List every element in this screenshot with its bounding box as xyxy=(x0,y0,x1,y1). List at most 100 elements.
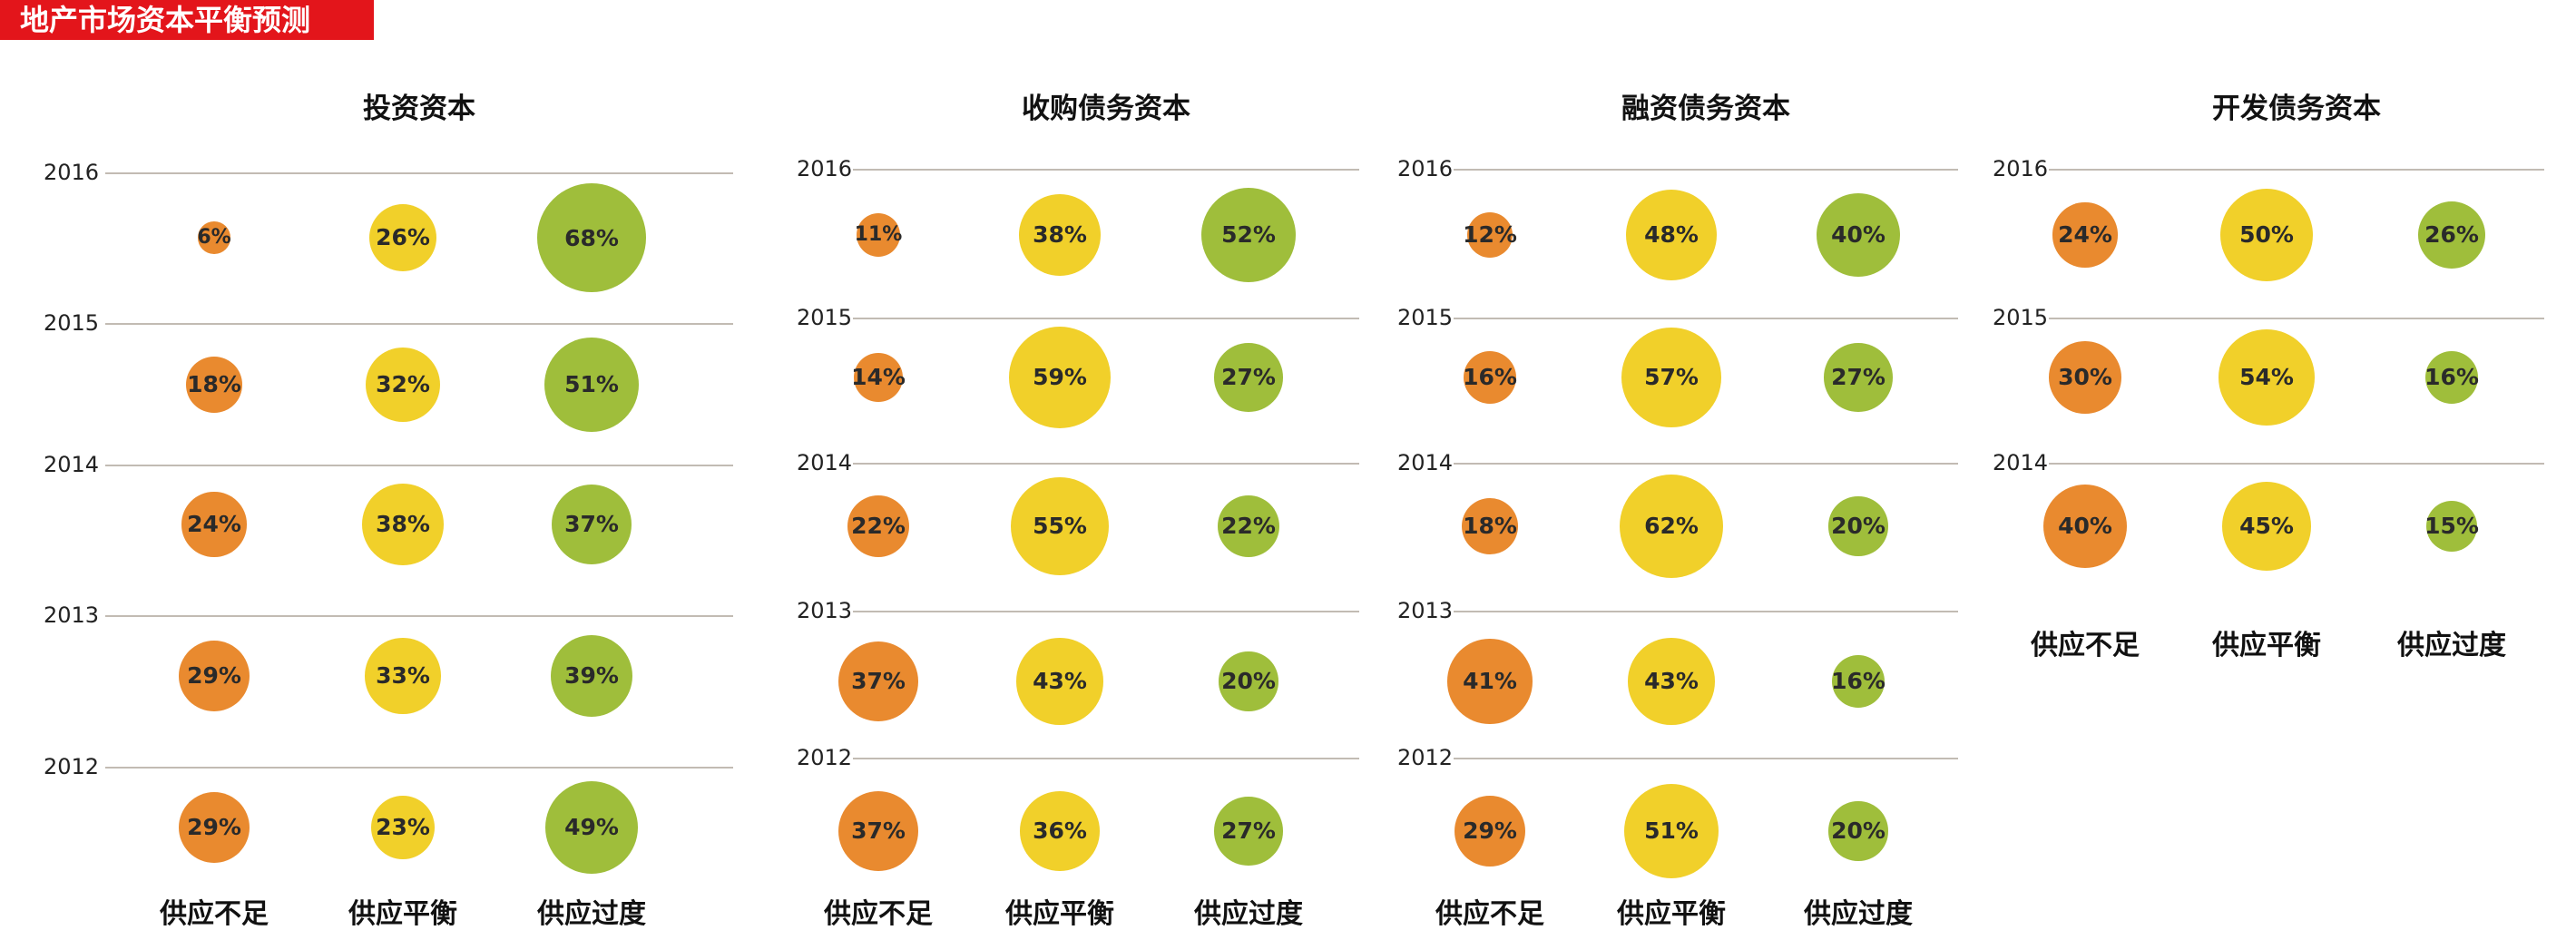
bubble-balanced: 26% xyxy=(368,203,437,272)
year-label: 2015 xyxy=(1397,305,1454,330)
bubble-balanced: 59% xyxy=(1009,327,1111,428)
year-label: 2012 xyxy=(797,745,853,770)
category-label: 供应不足 xyxy=(2031,630,2140,661)
bubble-oversupply: 39% xyxy=(550,634,633,718)
category-label: 供应过度 xyxy=(537,898,646,930)
bubble-oversupply: 52% xyxy=(1200,187,1297,283)
gridline xyxy=(105,465,733,466)
category-label: 供应不足 xyxy=(824,898,933,930)
gridline xyxy=(105,615,733,617)
bubble-balanced: 38% xyxy=(362,484,444,565)
category-label: 供应平衡 xyxy=(348,898,457,930)
bubble-undersupply: 22% xyxy=(847,494,910,558)
gridline xyxy=(2049,318,2544,319)
category-label: 供应过度 xyxy=(1194,898,1303,930)
bubble-oversupply: 22% xyxy=(1217,494,1280,558)
year-label: 2013 xyxy=(1397,598,1454,623)
gridline xyxy=(1454,463,1958,465)
gridline xyxy=(105,767,733,769)
bubble-balanced: 32% xyxy=(365,347,441,423)
year-label: 2014 xyxy=(1397,450,1454,475)
year-label: 2012 xyxy=(44,754,100,779)
gridline xyxy=(1454,758,1958,759)
bubble-oversupply: 27% xyxy=(1214,797,1283,866)
bubble-oversupply: 27% xyxy=(1824,343,1893,412)
bubble-balanced: 45% xyxy=(2222,482,2311,571)
year-label: 2015 xyxy=(44,310,100,336)
bubble-balanced: 36% xyxy=(1020,791,1100,871)
gridline xyxy=(853,611,1359,612)
gridline xyxy=(853,758,1359,759)
bubble-balanced: 43% xyxy=(1628,638,1715,725)
bubble-undersupply: 41% xyxy=(1447,639,1533,724)
bubble-undersupply: 30% xyxy=(2049,341,2121,414)
bubble-undersupply: 16% xyxy=(1463,350,1517,405)
bubble-undersupply: 24% xyxy=(2052,202,2118,268)
year-label: 2015 xyxy=(797,305,853,330)
category-label: 供应平衡 xyxy=(2212,630,2321,661)
gridline xyxy=(2049,463,2544,465)
gridline xyxy=(1454,169,1958,171)
bubble-balanced: 48% xyxy=(1625,189,1718,281)
bubble-undersupply: 11% xyxy=(855,212,902,258)
gridline xyxy=(853,318,1359,319)
bubble-oversupply: 27% xyxy=(1214,343,1283,412)
year-label: 2013 xyxy=(797,598,853,623)
bubble-undersupply: 29% xyxy=(178,791,250,864)
gridline xyxy=(1454,318,1958,319)
bubble-undersupply: 12% xyxy=(1463,211,1517,259)
bubble-oversupply: 51% xyxy=(544,338,639,432)
bubble-oversupply: 16% xyxy=(2424,350,2479,405)
category-label: 供应平衡 xyxy=(1005,898,1114,930)
chart-panel: 融资债务资本 2016 12% 48% 40% 2015 16% 57% 27% 2014 18% 6… xyxy=(1397,0,1958,940)
category-label: 供应过度 xyxy=(2397,630,2506,661)
category-label: 供应不足 xyxy=(1435,898,1544,930)
category-label: 供应平衡 xyxy=(1617,898,1726,930)
bubble-balanced: 55% xyxy=(1011,477,1109,575)
chart-title: 融资债务资本 xyxy=(1621,93,1790,125)
bubble-oversupply: 26% xyxy=(2417,201,2486,269)
bubble-oversupply: 16% xyxy=(1831,654,1885,709)
year-label: 2014 xyxy=(797,450,853,475)
gridline xyxy=(1454,611,1958,612)
bubble-balanced: 54% xyxy=(2218,328,2316,426)
bubble-oversupply: 20% xyxy=(1828,801,1888,861)
bubble-oversupply: 40% xyxy=(1816,192,1900,277)
gridline xyxy=(2049,169,2544,171)
bubble-oversupply: 37% xyxy=(551,484,632,565)
bubble-oversupply: 68% xyxy=(537,183,646,292)
bubble-balanced: 62% xyxy=(1619,474,1724,579)
chart-panel: 收购债务资本 2016 11% 38% 52% 2015 14% 59% 27% 2014 22% 5… xyxy=(797,0,1359,940)
bubble-undersupply: 18% xyxy=(1462,498,1518,554)
year-label: 2013 xyxy=(44,602,100,628)
year-label: 2012 xyxy=(1397,745,1454,770)
bubble-undersupply: 29% xyxy=(178,640,250,712)
bubble-undersupply: 18% xyxy=(186,357,242,413)
bubble-undersupply: 24% xyxy=(181,492,247,557)
bubble-undersupply: 37% xyxy=(837,790,919,872)
bubble-oversupply: 20% xyxy=(1219,651,1278,711)
page-title: 地产市场资本平衡预测 xyxy=(0,0,374,40)
chart-title: 收购债务资本 xyxy=(1022,93,1190,125)
bubble-balanced: 38% xyxy=(1019,194,1101,276)
bubble-undersupply: 6% xyxy=(197,221,231,254)
gridline xyxy=(105,172,733,174)
bubble-balanced: 43% xyxy=(1016,638,1103,725)
bubble-oversupply: 49% xyxy=(545,781,638,874)
chart-panel: 开发债务资本 2016 24% 50% 26% 2015 30% 54% 16% 2014 40% 4… xyxy=(1993,0,2544,940)
year-label: 2014 xyxy=(44,452,100,477)
bubble-balanced: 50% xyxy=(2219,188,2314,282)
bubble-balanced: 51% xyxy=(1624,784,1719,878)
bubble-undersupply: 29% xyxy=(1454,795,1526,867)
chart-title: 投资资本 xyxy=(363,93,475,125)
bubble-undersupply: 40% xyxy=(2042,484,2127,568)
year-label: 2015 xyxy=(1993,305,2049,330)
year-label: 2016 xyxy=(44,160,100,185)
year-label: 2014 xyxy=(1993,450,2049,475)
bubble-balanced: 23% xyxy=(371,796,435,859)
gridline xyxy=(853,169,1359,171)
bubble-balanced: 33% xyxy=(365,638,441,714)
year-label: 2016 xyxy=(797,156,853,181)
year-label: 2016 xyxy=(1397,156,1454,181)
chart-panel: 投资资本 2016 6% 26% 68% 2015 18% 32% 51% 2014 24% 38% 3… xyxy=(44,0,733,940)
